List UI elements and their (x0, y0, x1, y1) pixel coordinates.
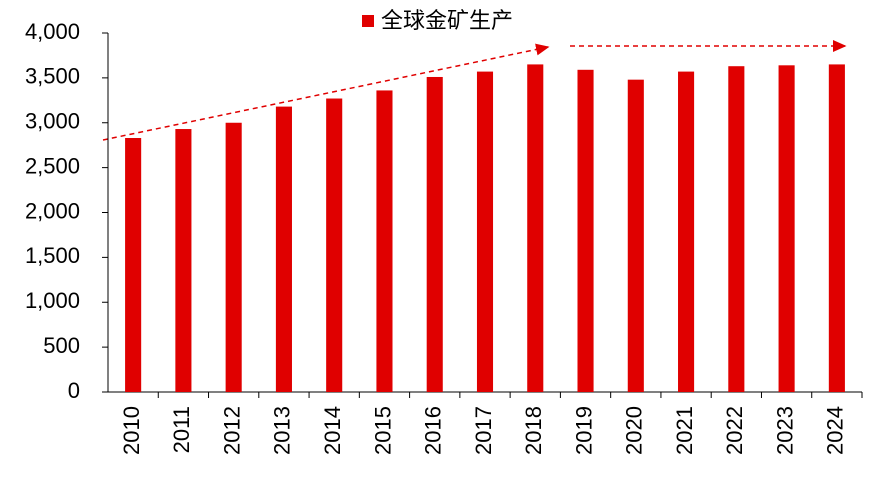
y-tick-label: 0 (68, 378, 80, 403)
y-tick-label: 3,500 (25, 64, 80, 89)
y-tick-label: 2,000 (25, 198, 80, 223)
x-tick-label: 2015 (370, 406, 395, 455)
x-tick-label: 2016 (421, 406, 446, 455)
y-tick-label: 1,500 (25, 243, 80, 268)
x-tick-label: 2013 (270, 406, 295, 455)
x-tick-label: 2012 (219, 406, 244, 455)
x-tick-label: 2017 (471, 406, 496, 455)
bar (225, 122, 242, 392)
bar (627, 79, 644, 393)
legend-label: 全球金矿生产 (381, 8, 513, 33)
legend-swatch (362, 15, 374, 27)
bar (125, 138, 142, 392)
x-tick-label: 2014 (320, 406, 345, 455)
bar (728, 66, 745, 393)
y-tick-label: 3,000 (25, 109, 80, 134)
y-tick-label: 500 (43, 333, 80, 358)
y-tick-label: 4,000 (25, 19, 80, 44)
trend-arrow (102, 43, 550, 141)
bar (326, 98, 343, 392)
y-tick-label: 1,000 (25, 288, 80, 313)
x-tick-label: 2019 (571, 406, 596, 455)
x-tick-label: 2024 (823, 406, 848, 455)
x-tick-label: 2020 (622, 406, 647, 455)
bar (527, 64, 544, 392)
bar (275, 106, 292, 392)
x-tick-label: 2011 (169, 406, 194, 453)
bar (376, 90, 393, 392)
x-tick-label: 2023 (772, 406, 797, 455)
bar (678, 71, 695, 392)
bar (426, 76, 443, 392)
x-tick-label: 2021 (672, 406, 697, 455)
bar (828, 64, 845, 392)
x-tick-label: 2010 (119, 406, 144, 455)
x-tick-label: 2022 (722, 406, 747, 455)
bar (778, 65, 795, 392)
x-tick-label: 2018 (521, 406, 546, 455)
bar (476, 71, 494, 392)
bar (577, 69, 594, 393)
bar (175, 129, 192, 392)
y-tick-label: 2,500 (25, 153, 80, 178)
